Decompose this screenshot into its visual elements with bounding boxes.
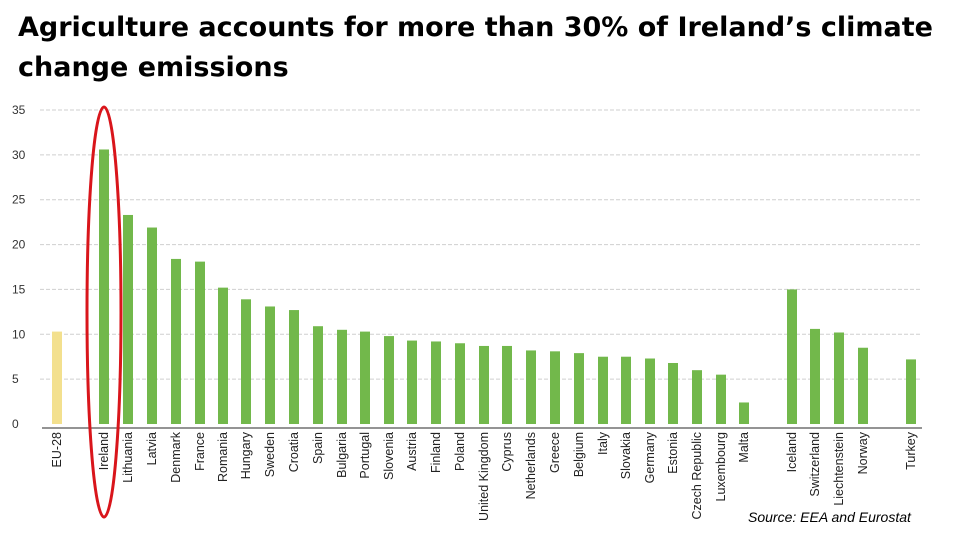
x-tick-label: Portugal [358,432,372,479]
y-tick-label: 5 [12,372,19,386]
x-axis-labels: EU-28 Ireland Lithuania Latvia Denmark France… [50,431,918,521]
bar-slovakia [621,356,631,424]
x-tick-label: Greece [548,432,562,473]
x-tick-label: EU-28 [50,432,64,467]
x-tick-label: Turkey [904,431,918,469]
bar-finland [431,341,441,424]
bar-ireland [99,149,109,424]
bar-hungary [241,299,251,424]
bar-eu-28 [52,331,62,424]
bar-luxembourg [716,374,726,424]
x-tick-label: Czech Republic [690,432,704,520]
bar-lithuania [123,214,133,424]
bar-austria [407,340,417,424]
x-tick-label: Belgium [572,432,586,477]
bar-belgium [574,353,584,424]
bar-portugal [360,331,370,424]
x-tick-label: Hungary [239,431,253,479]
y-tick-label: 0 [12,417,19,431]
bar-germany [645,358,655,424]
source-note: Source: EEA and Eurostat [748,509,911,525]
y-tick-label: 10 [12,327,26,341]
x-tick-label: Spain [311,432,325,464]
x-tick-label: Ireland [97,432,111,470]
bar-poland [455,343,465,424]
x-tick-label: Sweden [263,432,277,477]
bar-slovenia [384,336,394,424]
y-tick-label: 15 [12,282,26,296]
bar-croatia [289,310,299,424]
bar-denmark [171,258,181,424]
bar-netherlands [526,350,536,424]
x-tick-label: Romania [216,432,230,482]
bar-liechtenstein [834,332,844,424]
x-tick-label: Austria [405,432,419,471]
bar-bulgaria [337,329,347,424]
bar-spain [313,326,323,424]
bar-norway [858,347,868,424]
x-tick-label: France [193,432,207,471]
x-tick-label: Slovakia [619,432,633,479]
slide-title: Agriculture accounts for more than 30% o… [18,12,933,83]
x-tick-label: Estonia [666,432,680,474]
bar-estonia [668,362,678,424]
bar-greece [550,351,560,424]
y-axis-ticks: 0 5 10 15 20 25 30 35 [12,103,26,431]
bar-malta [739,402,749,424]
bar-france [195,261,205,424]
x-tick-label: Luxembourg [714,432,728,502]
y-tick-label: 35 [12,103,26,117]
x-tick-label: Switzerland [808,432,822,497]
x-tick-label: Iceland [785,432,799,472]
x-tick-label: United Kingdom [477,432,491,521]
y-tick-label: 20 [12,238,26,252]
bar-italy [598,356,608,424]
x-tick-label: Liechtenstein [832,432,846,506]
x-tick-label: Slovenia [382,432,396,480]
x-tick-label: Latvia [145,432,159,465]
bar-latvia [147,227,157,424]
bar-cyprus [502,345,512,424]
ireland-highlight-ring [85,105,123,519]
bar-united-kingdom [479,345,489,424]
x-tick-label: Denmark [169,431,183,482]
x-tick-label: Cyprus [500,432,514,472]
x-tick-label: Croatia [287,432,301,472]
bar-iceland [787,289,797,424]
x-tick-label: Germany [643,431,657,483]
x-tick-label: Norway [856,431,870,474]
bar-czech-republic [692,370,702,424]
x-tick-label: Lithuania [121,432,135,483]
y-tick-label: 25 [12,193,26,207]
bar-turkey [906,359,916,424]
y-tick-label: 30 [12,148,26,162]
x-tick-label: Netherlands [524,432,538,499]
bar-sweden [265,306,275,424]
x-tick-label: Finland [429,432,443,473]
bar-romania [218,287,228,424]
bar-switzerland [810,328,820,424]
bars [52,149,916,424]
x-tick-label: Poland [453,432,467,471]
x-tick-label: Malta [737,432,751,463]
gridlines [40,109,922,380]
x-tick-label: Italy [596,431,610,455]
x-tick-label: Bulgaria [335,432,349,478]
